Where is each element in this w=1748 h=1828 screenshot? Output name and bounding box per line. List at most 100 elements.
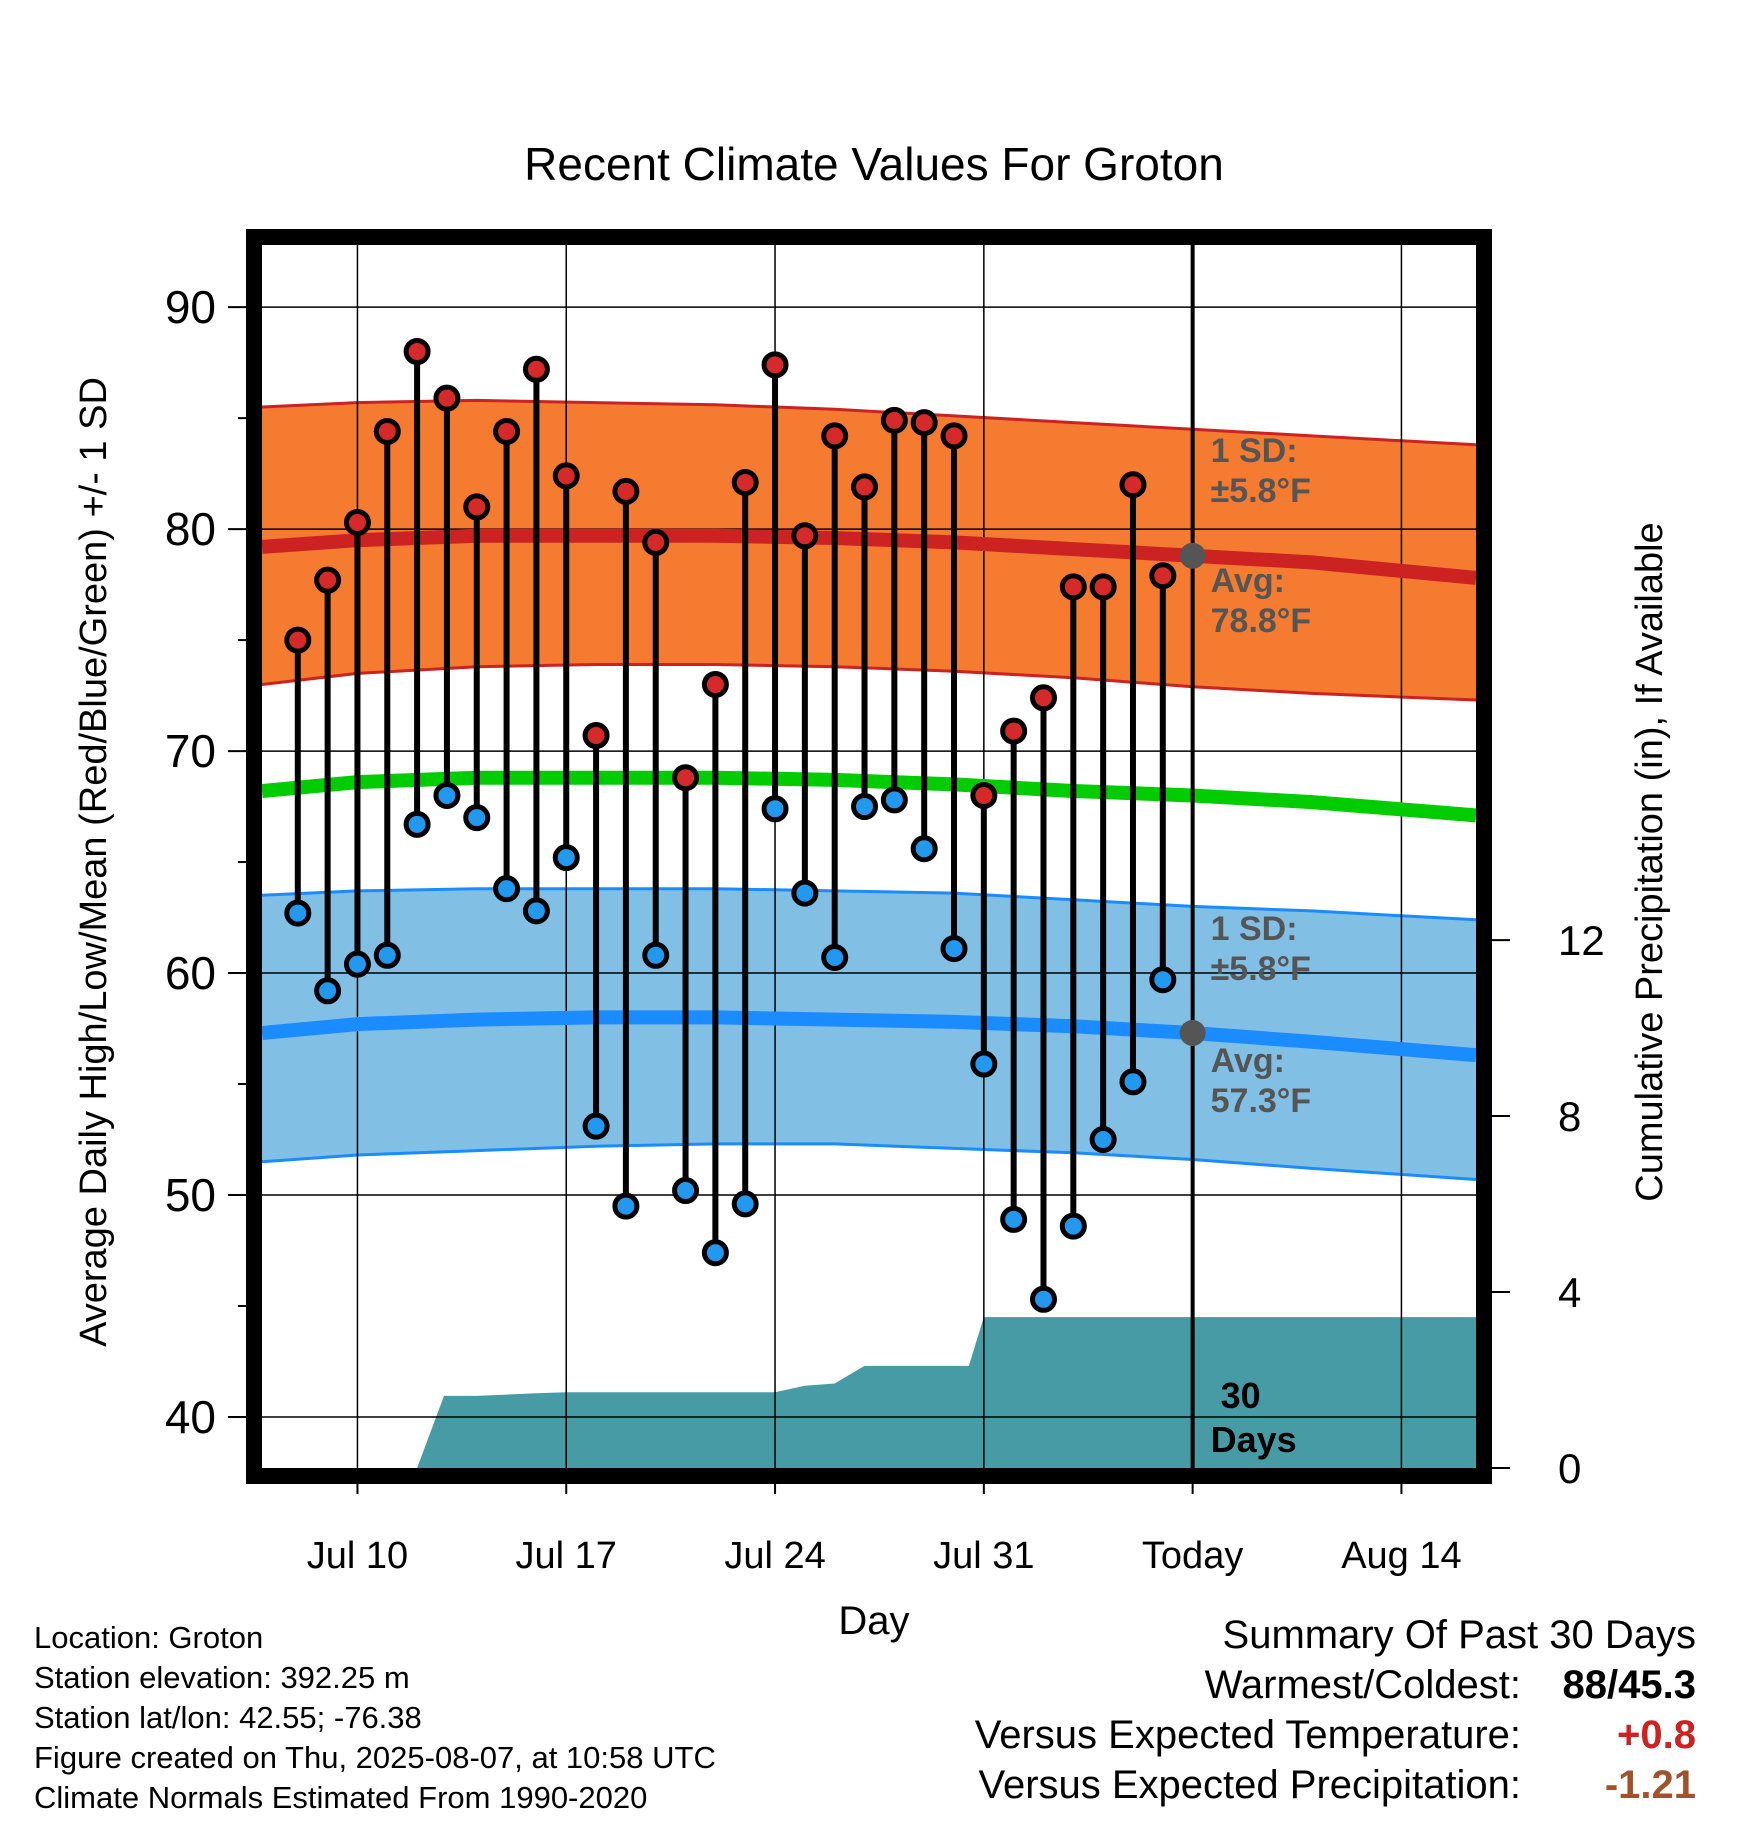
daily-high-point xyxy=(701,670,729,698)
daily-high-point xyxy=(1119,471,1147,499)
x-tick-label: Jul 24 xyxy=(724,1535,825,1577)
daily-high-point xyxy=(940,422,968,450)
daily-low-point xyxy=(522,897,550,925)
daily-high-point xyxy=(970,781,998,809)
chart-title: Recent Climate Values For Groton xyxy=(524,138,1224,190)
today-avg-high-marker xyxy=(1179,542,1206,569)
daily-high-point xyxy=(1089,573,1117,601)
y-tick-label: 40 xyxy=(165,1391,216,1443)
daily-low-point xyxy=(970,1050,998,1078)
daily-high-point xyxy=(493,417,521,445)
x-tick-label: Jul 31 xyxy=(933,1535,1034,1577)
y2-tick-label: 0 xyxy=(1558,1445,1581,1492)
high-avg-value: 78.8°F xyxy=(1211,602,1312,640)
summary-title: Summary Of Past 30 Days xyxy=(1222,1613,1696,1657)
temp-row: Versus Expected Temperature: +0.8 xyxy=(975,1710,1696,1760)
y-tick-label: 60 xyxy=(165,947,216,999)
daily-low-point xyxy=(940,935,968,963)
latlon-text: Station lat/lon: 42.55; -76.38 xyxy=(34,1700,422,1735)
x-tick-label: Aug 14 xyxy=(1341,1535,1461,1577)
y2-tick-label: 4 xyxy=(1558,1269,1581,1316)
daily-high-point xyxy=(314,566,342,594)
summary-panel: Summary Of Past 30 Days Warmest/Coldest:… xyxy=(975,1610,1696,1810)
y2-axis-label: Cumulative Precipitation (in), If Availa… xyxy=(1629,522,1671,1201)
warm-cold-value: 88/45.3 xyxy=(1562,1663,1696,1707)
daily-low-point xyxy=(851,793,879,821)
daily-low-point xyxy=(463,804,491,832)
precip-area xyxy=(333,1317,1476,1468)
daily-high-point xyxy=(373,417,401,445)
daily-low-point xyxy=(582,1112,610,1140)
daily-low-point xyxy=(552,844,580,872)
daily-low-point xyxy=(791,879,819,907)
today-avg-low-marker xyxy=(1179,1019,1206,1046)
daily-low-point xyxy=(821,943,849,971)
daily-high-point xyxy=(880,406,908,434)
daily-low-point xyxy=(701,1239,729,1267)
daily-low-point xyxy=(314,977,342,1005)
daily-low-point xyxy=(1000,1205,1028,1233)
daily-high-point xyxy=(1029,684,1057,712)
daily-high-point xyxy=(433,384,461,412)
daily-high-point xyxy=(284,626,312,654)
daily-low-point xyxy=(1149,966,1177,994)
daily-low-point xyxy=(880,786,908,814)
daily-low-point xyxy=(1029,1285,1057,1313)
low-avg-label: Avg: xyxy=(1211,1042,1285,1080)
y2-tick-label: 12 xyxy=(1558,917,1605,964)
low-sd-value: ±5.8°F xyxy=(1211,950,1311,988)
daily-low-point xyxy=(1089,1125,1117,1153)
low-minus-sd-line xyxy=(262,1142,1476,1181)
high-avg-label: Avg: xyxy=(1211,562,1285,600)
days-count-number: 30 xyxy=(1221,1375,1261,1416)
daily-high-point xyxy=(612,477,640,505)
temp-value: +0.8 xyxy=(1617,1713,1696,1757)
created-text: Figure created on Thu, 2025-08-07, at 10… xyxy=(34,1740,716,1775)
daily-high-point xyxy=(910,409,938,437)
daily-low-point xyxy=(373,941,401,969)
plot-frame xyxy=(246,229,1492,1484)
x-tick-label: Today xyxy=(1142,1535,1243,1577)
daily-high-point xyxy=(582,722,610,750)
high-sd-label: 1 SD: xyxy=(1211,432,1298,470)
y-tick-label: 90 xyxy=(165,281,216,333)
y-tick-label: 70 xyxy=(165,725,216,777)
daily-low-point xyxy=(731,1190,759,1218)
daily-high-point xyxy=(761,351,789,379)
daily-low-point xyxy=(403,810,431,838)
y-tick-label: 50 xyxy=(165,1169,216,1221)
precip-row: Versus Expected Precipitation: -1.21 xyxy=(975,1760,1696,1810)
daily-high-point xyxy=(403,338,431,366)
daily-high-point xyxy=(642,528,670,556)
station-info: Location: Groton Station elevation: 392.… xyxy=(34,1618,716,1818)
daily-high-point xyxy=(463,493,491,521)
daily-low-point xyxy=(284,899,312,927)
daily-high-point xyxy=(1149,562,1177,590)
daily-high-point xyxy=(522,355,550,383)
daily-low-point xyxy=(672,1177,700,1205)
daily-high-point xyxy=(552,462,580,490)
daily-low-point xyxy=(343,950,371,978)
y-axis-label: Average Daily High/Low/Mean (Red/Blue/Gr… xyxy=(73,377,115,1347)
daily-high-point xyxy=(1059,573,1087,601)
days-count-word: Days xyxy=(1211,1419,1297,1460)
y2-tick-label: 8 xyxy=(1558,1093,1581,1140)
plot-inner xyxy=(262,245,1476,1468)
y-tick-label: 80 xyxy=(165,503,216,555)
daily-low-point xyxy=(433,781,461,809)
x-tick-label: Jul 10 xyxy=(307,1535,408,1577)
precip-label: Versus Expected Precipitation: xyxy=(978,1763,1521,1807)
temp-label: Versus Expected Temperature: xyxy=(974,1713,1521,1757)
daily-low-point xyxy=(1119,1068,1147,1096)
low-avg-value: 57.3°F xyxy=(1211,1082,1312,1120)
daily-low-point xyxy=(493,875,521,903)
warm-cold-label: Warmest/Coldest: xyxy=(1204,1663,1521,1707)
daily-high-point xyxy=(1000,717,1028,745)
daily-low-point xyxy=(761,795,789,823)
warm-cold-row: Warmest/Coldest: 88/45.3 xyxy=(975,1660,1696,1710)
daily-low-point xyxy=(1059,1212,1087,1240)
precip-value: -1.21 xyxy=(1604,1763,1696,1807)
avg-low-line xyxy=(262,1010,1476,1063)
